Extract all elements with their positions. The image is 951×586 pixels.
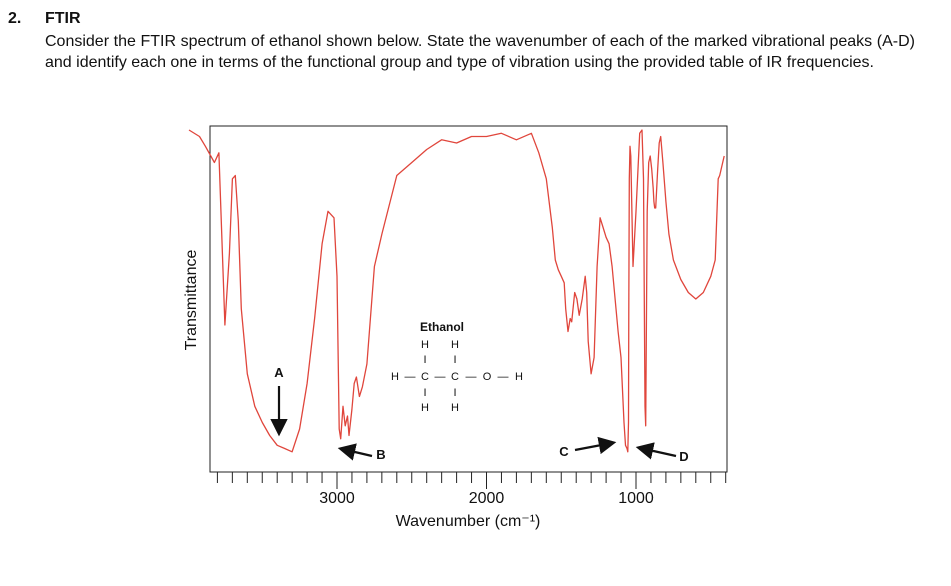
bond-horizontal: — <box>498 371 509 383</box>
question-title: FTIR <box>45 10 81 27</box>
atom-h-top-2: H <box>451 339 459 351</box>
spectrum-series-line <box>188 129 725 453</box>
x-axis-ticks <box>216 472 727 489</box>
bond-horizontal: — <box>466 371 477 383</box>
atom-h-left: H <box>391 371 399 383</box>
question-body: Consider the FTIR spectrum of ethanol sh… <box>45 33 915 71</box>
bond-vertical: I <box>423 387 426 399</box>
plot-frame <box>209 125 728 473</box>
atom-h-bottom-2: H <box>451 402 459 414</box>
atom-h-top-1: H <box>421 339 429 351</box>
atom-h-bottom-1: H <box>421 402 429 414</box>
atom-carbon-1: C <box>421 371 429 383</box>
y-axis-label: Transmittance <box>183 250 200 351</box>
bond-vertical: I <box>423 354 426 366</box>
peak-c-label: C <box>559 444 569 459</box>
atom-oxygen: O <box>483 371 492 383</box>
x-tick-label: 1000 <box>618 490 654 507</box>
peak-d-label: D <box>679 449 688 464</box>
atom-h-right: H <box>515 371 523 383</box>
peak-c-arrow <box>574 436 617 455</box>
x-tick-label: 2000 <box>469 490 505 507</box>
bond-vertical: I <box>453 354 456 366</box>
x-tick-label: 3000 <box>319 490 355 507</box>
x-axis-label: Wavenumber (cm⁻¹) <box>396 513 541 530</box>
peak-a-label: A <box>274 365 284 380</box>
ethanol-structure: Ethanol H H I I H — C — C — O — H I I H … <box>391 320 523 414</box>
bond-vertical: I <box>453 387 456 399</box>
question-number: 2. <box>8 10 22 27</box>
peak-d-arrow <box>635 442 677 460</box>
atom-carbon-2: C <box>451 371 459 383</box>
bond-horizontal: — <box>435 371 446 383</box>
molecule-name: Ethanol <box>420 320 464 334</box>
peak-b-arrow <box>337 443 373 461</box>
peak-b-label: B <box>376 447 385 462</box>
bond-horizontal: — <box>405 371 416 383</box>
